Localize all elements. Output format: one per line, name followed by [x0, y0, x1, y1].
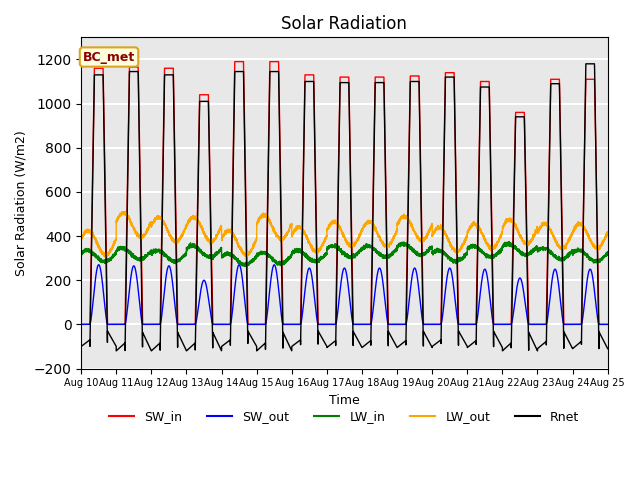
- LW_out: [184, 220, 192, 226]
- LW_in: [77, 249, 85, 254]
- SW_in: [184, 322, 192, 327]
- LW_out: [604, 230, 612, 236]
- SW_out: [602, 322, 610, 327]
- Rnet: [582, 61, 589, 67]
- SW_in: [492, 322, 500, 327]
- SW_in: [231, 59, 239, 64]
- SW_out: [492, 322, 500, 327]
- LW_in: [505, 239, 513, 244]
- Rnet: [492, 332, 500, 338]
- SW_out: [190, 322, 198, 327]
- Line: SW_in: SW_in: [81, 61, 608, 324]
- Line: SW_out: SW_out: [81, 265, 608, 324]
- LW_out: [417, 237, 425, 243]
- LW_out: [101, 254, 109, 260]
- LW_in: [184, 244, 192, 250]
- SW_out: [77, 322, 85, 327]
- LW_out: [275, 235, 282, 241]
- LW_in: [275, 261, 282, 267]
- LW_in: [602, 253, 610, 259]
- LW_out: [120, 209, 128, 215]
- X-axis label: Time: Time: [329, 394, 360, 407]
- LW_in: [492, 252, 500, 257]
- LW_out: [492, 243, 500, 249]
- Text: BC_met: BC_met: [83, 50, 135, 63]
- Rnet: [77, 344, 85, 349]
- LW_in: [243, 264, 250, 269]
- LW_out: [602, 233, 610, 239]
- SW_in: [604, 322, 612, 327]
- SW_out: [184, 322, 192, 327]
- Legend: SW_in, SW_out, LW_in, LW_out, Rnet: SW_in, SW_out, LW_in, LW_out, Rnet: [104, 406, 584, 429]
- SW_out: [604, 322, 612, 327]
- SW_in: [602, 322, 610, 327]
- SW_in: [417, 181, 425, 187]
- Line: Rnet: Rnet: [81, 64, 608, 351]
- Rnet: [190, 341, 198, 347]
- LW_out: [77, 236, 85, 241]
- Rnet: [113, 348, 120, 354]
- Rnet: [604, 346, 612, 351]
- SW_out: [417, 306, 425, 312]
- Rnet: [602, 342, 610, 348]
- LW_in: [417, 252, 425, 258]
- Line: LW_out: LW_out: [81, 212, 608, 257]
- SW_in: [275, 59, 282, 64]
- LW_in: [190, 243, 198, 249]
- Y-axis label: Solar Radiation (W/m2): Solar Radiation (W/m2): [15, 130, 28, 276]
- Title: Solar Radiation: Solar Radiation: [282, 15, 407, 33]
- LW_out: [190, 216, 198, 221]
- LW_in: [604, 251, 612, 257]
- SW_in: [190, 322, 198, 327]
- Rnet: [275, 69, 282, 74]
- Line: LW_in: LW_in: [81, 241, 608, 266]
- Rnet: [417, 194, 425, 200]
- Rnet: [184, 346, 192, 352]
- SW_out: [275, 283, 282, 289]
- SW_in: [77, 322, 85, 327]
- SW_out: [95, 262, 102, 268]
